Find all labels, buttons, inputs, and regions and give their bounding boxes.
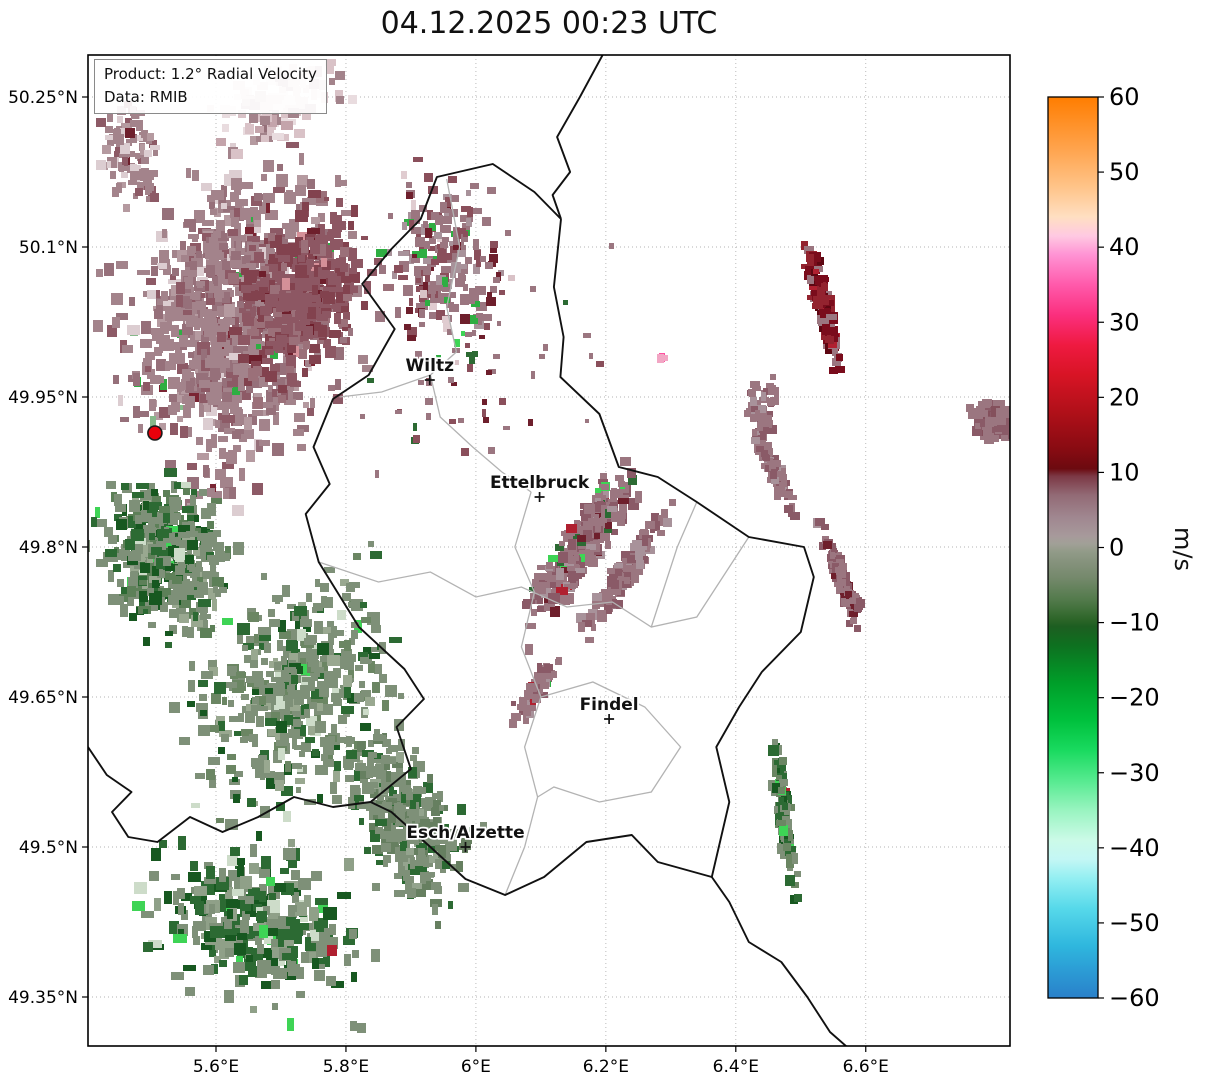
colorbar-tick-label: −60: [1109, 984, 1160, 1012]
city-label: Findel: [580, 695, 639, 715]
national-borders: [88, 55, 848, 1046]
lat-tick-label: 50.1°N: [19, 238, 78, 258]
colorbar-tick-label: −50: [1109, 909, 1160, 937]
colorbar-tick-label: 30: [1109, 308, 1140, 336]
echo-cluster-sw-green-dense: [88, 468, 244, 648]
grid-lines: [88, 55, 1010, 1046]
echo-cluster-scattered-specks: [324, 197, 614, 478]
figure-title: 04.12.2025 00:23 UTC: [380, 6, 718, 41]
product-info-box: Product: 1.2° Radial Velocity Data: RMIB: [94, 59, 327, 114]
lat-tick-label: 49.95°N: [8, 388, 78, 408]
city-cross-marker: [424, 375, 435, 385]
echo-cluster-ne-dark-red-streak: [801, 241, 845, 374]
colorbar-tick-label: −40: [1109, 834, 1160, 862]
city-label: Ettelbruck: [490, 473, 590, 493]
colorbar: [1048, 97, 1098, 998]
echo-cluster-ettelbruck-streak: [522, 457, 642, 655]
lon-tick-label: 5.8°E: [323, 1057, 369, 1077]
lat-tick-label: 49.65°N: [8, 688, 78, 708]
echo-cluster-pink-speck: [657, 353, 668, 363]
lon-tick-label: 6.4°E: [713, 1057, 759, 1077]
echo-cluster-east-patch: [744, 374, 779, 452]
axis-ticks: 5.6°E 5.8°E 6°E 6.2°E 6.4°E 6.6°E 50.25°N 50.1°…: [8, 88, 889, 1077]
echo-cluster-nw-dark-core: [217, 190, 394, 409]
city-markers: Wiltz Ettelbruck Findel Esch/Alzette: [404, 354, 640, 852]
echo-cluster-se-green-streak: [768, 739, 802, 904]
city-cross-marker: [534, 492, 545, 502]
echo-cluster-south-green-patches: [132, 836, 380, 1033]
colorbar-tick-label: 60: [1109, 83, 1140, 111]
colorbar-tick-label: −20: [1109, 684, 1160, 712]
echo-cluster-nw-corner: [96, 101, 160, 212]
city-label: Wiltz: [406, 356, 455, 376]
lon-tick-label: 5.6°E: [193, 1057, 239, 1077]
plot-frame: [87, 54, 1011, 1047]
colorbar-tick-label: 0: [1109, 534, 1124, 562]
city-label: Esch/Alzette: [406, 823, 524, 843]
lon-tick-label: 6.2°E: [583, 1057, 629, 1077]
colorbar-tick-label: 50: [1109, 158, 1140, 186]
colorbar-tick-label: 10: [1109, 458, 1140, 486]
echo-cluster-sw-green-mid: [169, 541, 404, 841]
city-cross-marker: [604, 714, 615, 724]
colorbar-unit-label: m/s: [1169, 527, 1197, 571]
data-source-label: Data: RMIB: [104, 87, 188, 106]
colorbar-tick-label: −10: [1109, 609, 1160, 637]
echo-cluster-center-streak-3: [509, 657, 562, 728]
echo-cluster-center-streak-2: [576, 499, 676, 643]
city-cross-marker: [460, 842, 471, 852]
radar-echoes: [88, 59, 1010, 1033]
lat-tick-label: 49.35°N: [8, 988, 78, 1008]
radar-site-marker: [147, 425, 163, 441]
echo-cluster-right-edge-blob: [966, 399, 1010, 444]
echo-cluster-east-streak-2: [813, 518, 865, 632]
colorbar-tick-label: −30: [1109, 759, 1160, 787]
lat-tick-label: 49.8°N: [19, 538, 78, 558]
product-label: Product: 1.2° Radial Velocity: [104, 65, 317, 83]
colorbar-tick-label: 20: [1109, 383, 1140, 411]
lat-tick-label: 49.5°N: [19, 838, 78, 858]
colorbar-ticks: 60 50 40 30 20 10 0 −10 −20 −30 −40 −50 −60: [1098, 83, 1160, 1012]
lon-tick-label: 6°E: [461, 1057, 491, 1077]
lat-tick-label: 50.25°N: [8, 88, 78, 108]
colorbar-tick-label: 40: [1109, 233, 1140, 261]
lon-tick-label: 6.6°E: [843, 1057, 889, 1077]
